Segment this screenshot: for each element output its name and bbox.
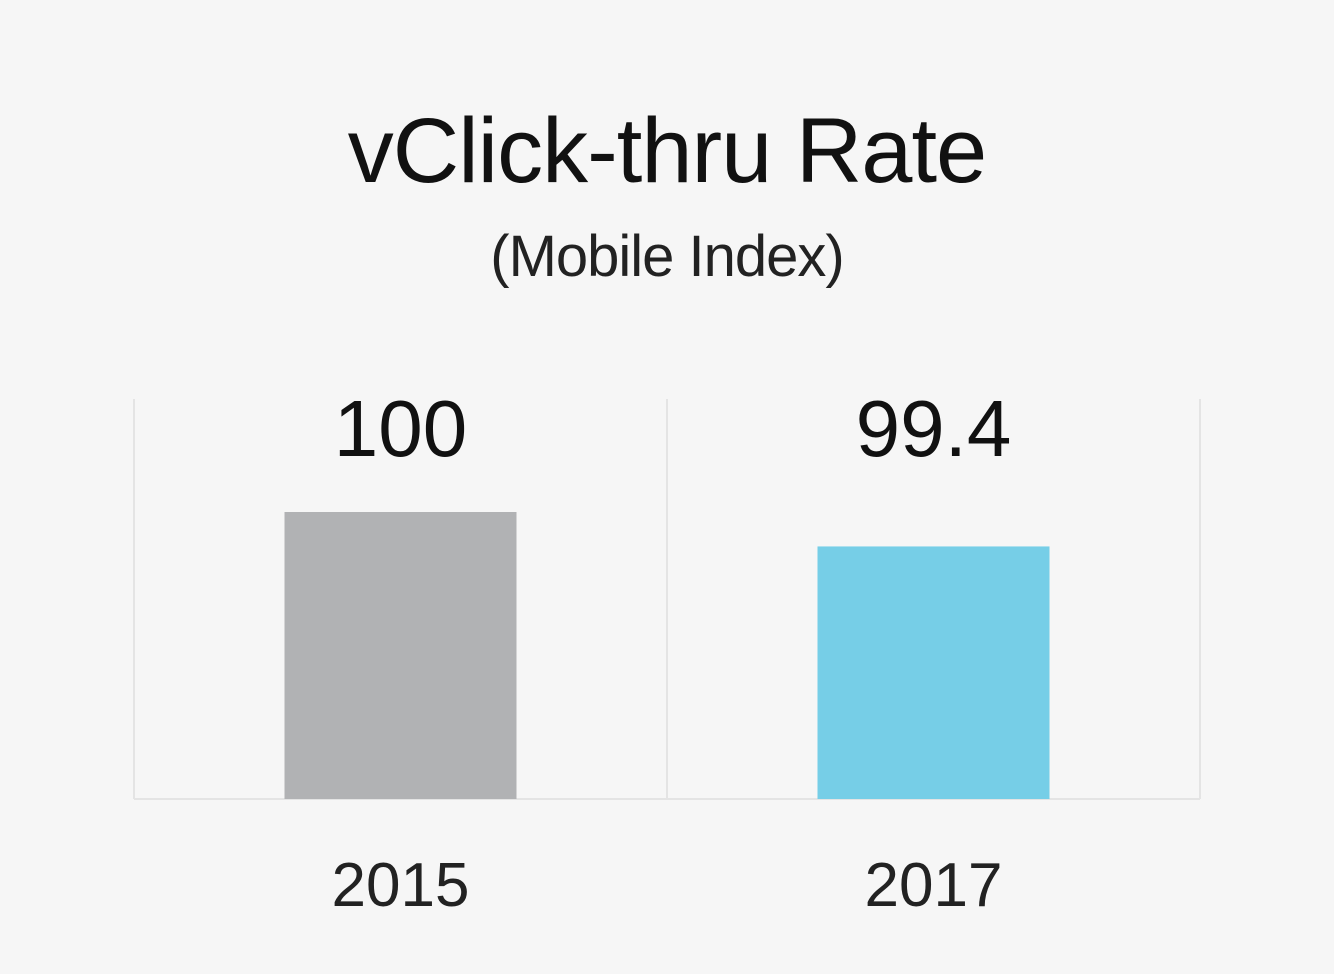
- x-tick-label-2015: 2015: [332, 851, 470, 920]
- chart-title: vClick-thru Rate: [347, 100, 987, 202]
- data-label-2017: 99.4: [856, 384, 1012, 473]
- data-label-2015: 100: [334, 384, 467, 473]
- x-tick-label-2017: 2017: [865, 851, 1003, 920]
- chart-subtitle: (Mobile Index): [490, 224, 844, 289]
- bar-2017: [817, 546, 1050, 799]
- bars-group: [284, 512, 1050, 799]
- bar-2015: [284, 512, 517, 799]
- data-labels-group: 100 99.4: [334, 384, 1012, 473]
- x-tick-labels-group: 2015 2017: [332, 851, 1003, 920]
